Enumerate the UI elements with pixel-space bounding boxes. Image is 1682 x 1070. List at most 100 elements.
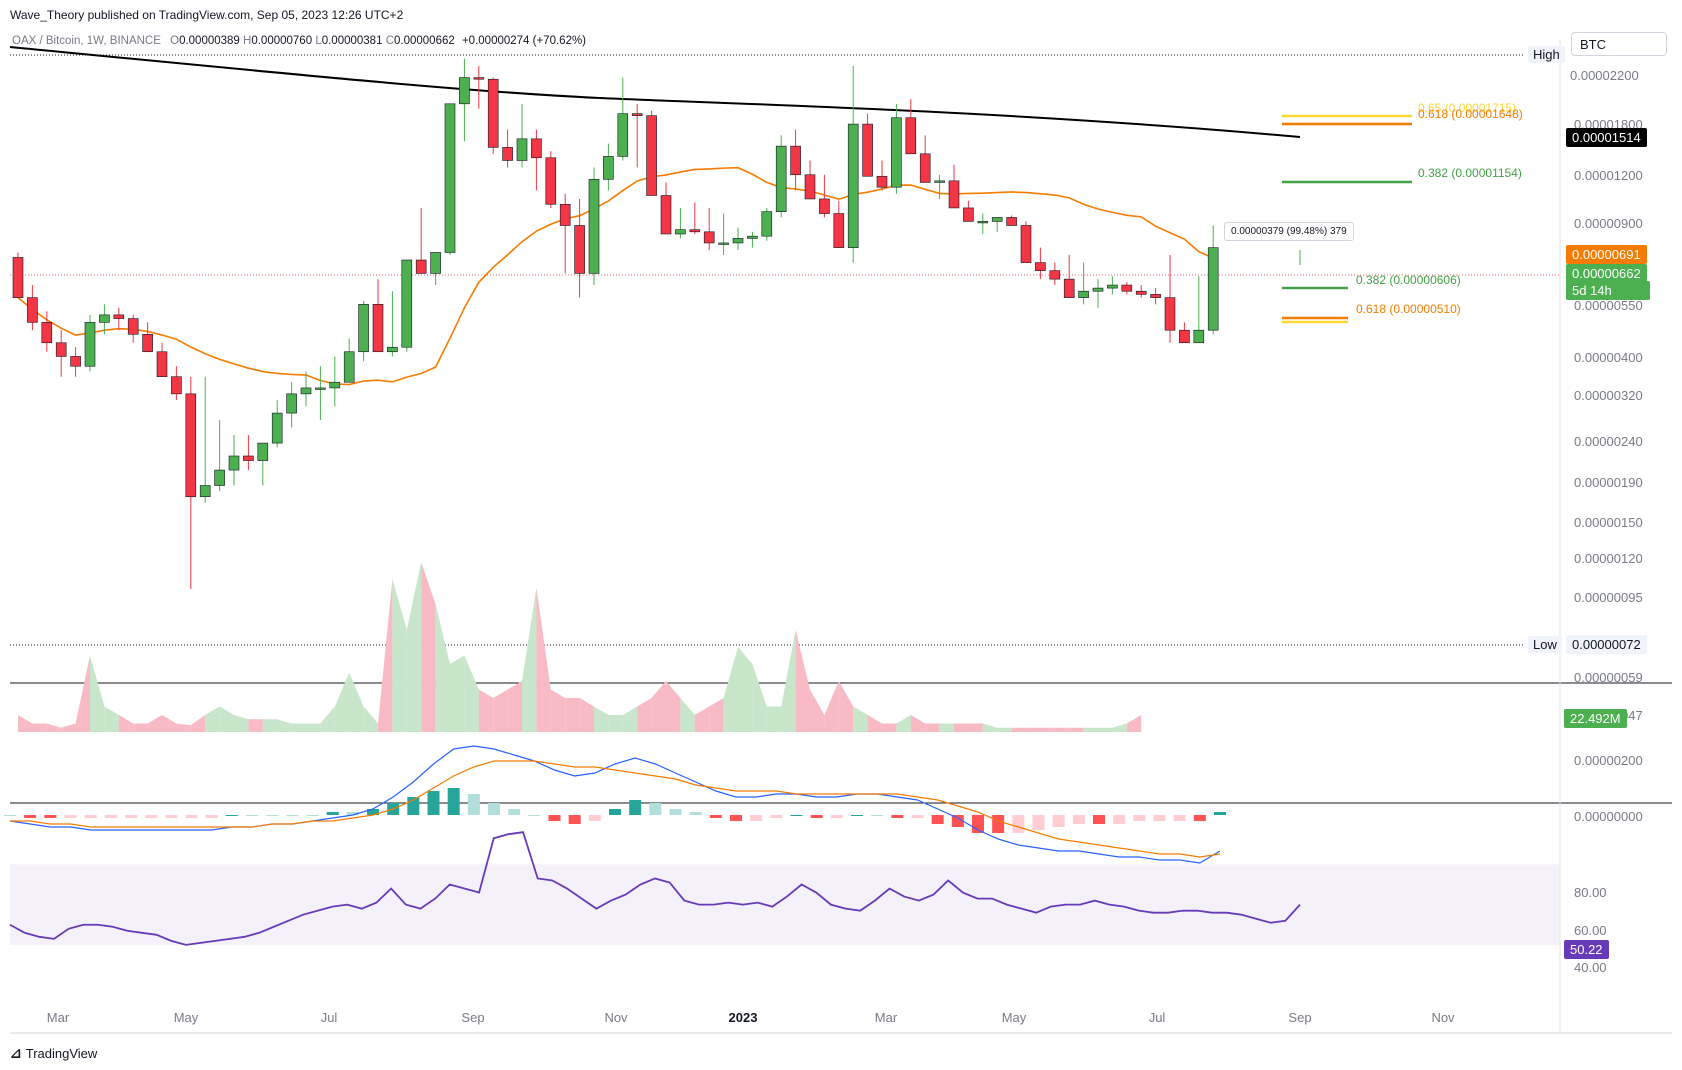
- macd-histogram-bar: [367, 809, 379, 815]
- ema-price-tag: 0.00000691: [1566, 245, 1647, 264]
- volume-segment: [378, 579, 393, 732]
- volume-segment: [1112, 723, 1127, 732]
- candle-body: [660, 195, 672, 235]
- macd-histogram-bar: [649, 803, 662, 815]
- candle-body: [1006, 217, 1017, 226]
- rsi-pane: [9, 831, 1560, 946]
- volume-segment: [536, 587, 551, 732]
- volume-segment: [349, 672, 364, 732]
- volume-segment: [291, 723, 306, 732]
- macd-histogram-bar: [346, 812, 359, 815]
- chart-canvas[interactable]: 0.000018000.000012000.000009000.00000550…: [0, 0, 1682, 1040]
- volume-segment: [896, 715, 911, 732]
- macd-histogram-bar: [306, 815, 319, 816]
- publish-info: Wave_Theory published on TradingView.com…: [10, 8, 404, 22]
- price-tick-label: 0.00000320: [1574, 388, 1643, 403]
- candle-body: [847, 123, 859, 248]
- price-tick-label: 0.00001200: [1574, 168, 1643, 183]
- macd-histogram-bar: [1133, 815, 1146, 821]
- candle-body: [84, 322, 96, 367]
- measure-tooltip: 0.00000379 (99.48%) 379: [1224, 222, 1354, 241]
- candle-body: [243, 455, 254, 461]
- fib-level-label: 0.65 (0.00001715): [1418, 101, 1516, 115]
- macd-histogram-bar: [1173, 815, 1186, 821]
- time-axis[interactable]: Mar May Jul Sep Nov 2023 Mar May Jul Sep Nov: [47, 1010, 1455, 1025]
- candle-body: [286, 393, 297, 414]
- time-tick-label: Nov: [1431, 1010, 1455, 1025]
- volume-segment: [450, 655, 465, 732]
- open-value: 0.00000389: [179, 35, 240, 47]
- candle-body: [329, 381, 341, 389]
- candle-body: [790, 145, 801, 176]
- fib-level-label: 0.618 (0.00001648): [1418, 107, 1523, 121]
- macd-histogram-bar: [24, 815, 37, 818]
- candle-body: [574, 225, 585, 274]
- candle-body: [761, 211, 773, 237]
- time-tick-label: 2023: [729, 1010, 758, 1025]
- volume-segment: [162, 715, 177, 732]
- macd-histogram-bar: [871, 815, 884, 816]
- ema-line: [17, 166, 1214, 386]
- candle-body: [1035, 262, 1046, 271]
- black-line-price-tag: 0.00001514: [1566, 128, 1647, 147]
- currency-selector[interactable]: BTC: [1571, 32, 1667, 56]
- candle-body: [977, 221, 989, 224]
- volume-segment: [608, 715, 623, 732]
- volume-segment: [666, 681, 681, 732]
- candle-body: [473, 77, 485, 80]
- volume-segment: [752, 664, 767, 732]
- volume-segment: [248, 719, 263, 732]
- macd-histogram-bar: [125, 815, 137, 818]
- volume-segment: [565, 698, 580, 732]
- fib-level-label: 0.382 (0.00000606): [1356, 273, 1461, 287]
- macd-histogram-bar: [1193, 815, 1206, 821]
- overlay-lines: [9, 46, 1301, 386]
- volume-segment: [968, 723, 983, 732]
- tradingview-icon: ⊿: [10, 1045, 22, 1061]
- candle-body: [919, 153, 931, 183]
- macd-histogram-bar: [145, 815, 158, 818]
- candle-body: [401, 259, 413, 348]
- volume-segment: [1069, 727, 1084, 732]
- candle-body: [991, 217, 1003, 222]
- candle-body: [12, 257, 24, 298]
- volume-segment: [219, 706, 234, 732]
- macd-histogram-bar: [266, 815, 279, 816]
- time-tick-label: Jul: [321, 1010, 338, 1025]
- fibonacci-levels[interactable]: 0.65 (0.00001715)0.618 (0.00001648) 0.382…: [1282, 101, 1523, 324]
- macd-histogram-bar: [1113, 815, 1126, 824]
- candle-body: [257, 442, 269, 461]
- macd-histogram-bar: [104, 815, 117, 818]
- volume-segment: [939, 723, 954, 732]
- candle-body: [127, 318, 139, 335]
- macd-histogram-bar: [427, 791, 440, 815]
- macd-histogram-bar: [1072, 815, 1085, 824]
- candle-body: [689, 229, 701, 233]
- price-tick-label: 0.00000059: [1574, 670, 1643, 685]
- candle-body: [27, 297, 38, 323]
- candle-body: [1049, 270, 1061, 280]
- time-tick-label: Sep: [1288, 1010, 1311, 1025]
- high-label: H: [243, 35, 252, 47]
- low-marker-label: Low: [1528, 636, 1562, 653]
- candle-body: [545, 157, 557, 205]
- macd-histogram-bar: [185, 815, 198, 818]
- macd-histogram-bar: [225, 815, 238, 816]
- volume-segment: [680, 698, 695, 732]
- volume-segment: [435, 604, 450, 732]
- candle-body: [703, 231, 715, 244]
- tradingview-logo[interactable]: ⊿ TradingView: [10, 1045, 97, 1062]
- macd-histogram-bar: [508, 809, 521, 815]
- volume-segment: [104, 706, 119, 732]
- candle-body: [55, 342, 67, 357]
- volume-segment: [824, 681, 839, 732]
- volume-segment: [622, 706, 638, 732]
- volume-segment: [147, 715, 162, 732]
- time-tick-label: Jul: [1149, 1010, 1166, 1025]
- volume-segment: [61, 723, 76, 732]
- volume-segment: [709, 698, 724, 732]
- symbol-label[interactable]: OAX / Bitcoin, 1W, BINANCE: [12, 35, 161, 47]
- macd-histogram-bar: [488, 803, 500, 815]
- volume-segment: [133, 723, 148, 732]
- volume-segment: [176, 723, 191, 732]
